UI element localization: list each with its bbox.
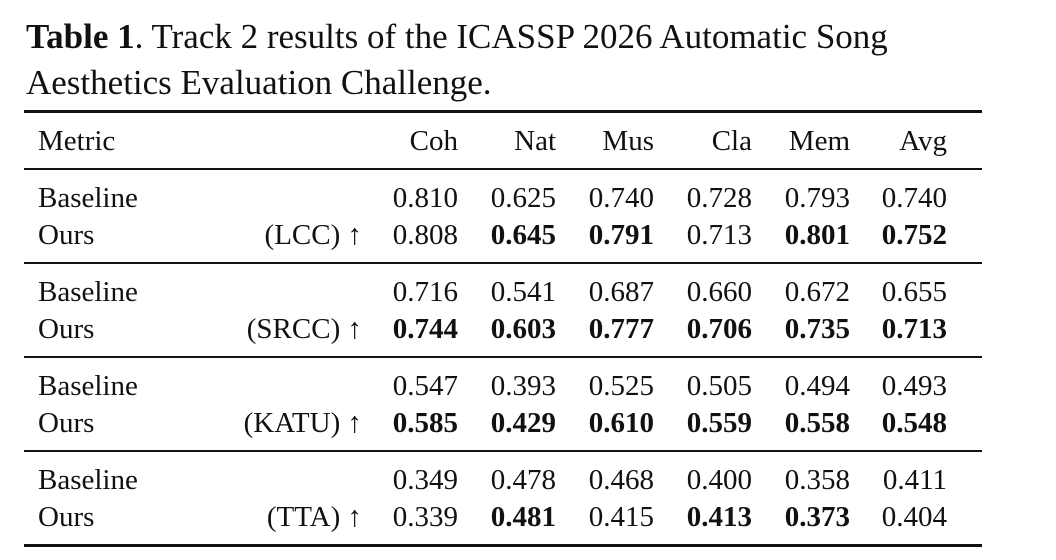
table-cell: 0.478 — [490, 464, 556, 496]
table-cell: 0.740 — [881, 182, 947, 214]
table-cell: 0.411 — [882, 464, 947, 496]
table-cell: 0.645 — [490, 219, 556, 251]
row-label: Ours — [38, 219, 95, 251]
metric-label: (SRCC) ↑ — [246, 313, 362, 345]
header-col-cla: Cla — [711, 125, 752, 157]
table-cell: 0.481 — [490, 501, 556, 533]
table-cell: 0.339 — [392, 501, 458, 533]
header-rule — [24, 168, 982, 170]
table-cell: 0.373 — [784, 501, 850, 533]
table-cell: 0.415 — [588, 501, 654, 533]
table-cell: 0.349 — [392, 464, 458, 496]
row-label: Baseline — [38, 464, 138, 496]
table-cell: 0.625 — [490, 182, 556, 214]
table-cell: 0.687 — [588, 276, 654, 308]
header-col-avg: Avg — [899, 125, 947, 157]
table-cell: 0.547 — [392, 370, 458, 402]
table-cell: 0.610 — [588, 407, 654, 439]
table-cell: 0.672 — [784, 276, 850, 308]
table-cell: 0.525 — [588, 370, 654, 402]
table-cell: 0.808 — [392, 219, 458, 251]
table-cell: 0.404 — [881, 501, 947, 533]
table-cell: 0.728 — [686, 182, 752, 214]
header-col-coh: Coh — [409, 125, 458, 157]
table-cell: 0.740 — [588, 182, 654, 214]
table-cell: 0.413 — [686, 501, 752, 533]
row-label: Ours — [38, 407, 95, 439]
table-cell: 0.791 — [588, 219, 654, 251]
row-label: Baseline — [38, 370, 138, 402]
table-cell: 0.744 — [392, 313, 458, 345]
table-cell: 0.541 — [490, 276, 556, 308]
table-cell: 0.358 — [784, 464, 850, 496]
table-cell: 0.793 — [784, 182, 850, 214]
metric-label: (KATU) ↑ — [243, 407, 362, 439]
table-cell: 0.558 — [784, 407, 850, 439]
header-metric: Metric — [38, 125, 116, 157]
table-cell: 0.752 — [881, 219, 947, 251]
table-cell: 0.493 — [881, 370, 947, 402]
bottom-rule — [24, 544, 982, 547]
table-cell: 0.603 — [490, 313, 556, 345]
table-caption: Table 1. Track 2 results of the ICASSP 2… — [26, 14, 1026, 106]
table-cell: 0.735 — [784, 313, 850, 345]
header-col-mem: Mem — [788, 125, 850, 157]
row-label: Baseline — [38, 276, 138, 308]
table-cell: 0.713 — [881, 313, 947, 345]
header-col-mus: Mus — [602, 125, 654, 157]
metric-label: (TTA) ↑ — [266, 501, 362, 533]
table-cell: 0.393 — [490, 370, 556, 402]
header-col-nat: Nat — [514, 125, 556, 157]
table-cell: 0.548 — [881, 407, 947, 439]
caption-text: . Track 2 results of the ICASSP 2026 Aut… — [26, 17, 888, 102]
table-cell: 0.660 — [686, 276, 752, 308]
metric-label: (LCC) ↑ — [264, 219, 362, 251]
table-cell: 0.716 — [392, 276, 458, 308]
group-rule — [24, 356, 982, 358]
group-rule — [24, 262, 982, 264]
table-cell: 0.713 — [686, 219, 752, 251]
row-label: Ours — [38, 501, 95, 533]
table-cell: 0.468 — [588, 464, 654, 496]
caption-label: Table 1 — [26, 17, 135, 56]
table-cell: 0.801 — [784, 219, 850, 251]
table-cell: 0.400 — [686, 464, 752, 496]
group-rule — [24, 450, 982, 452]
row-label: Ours — [38, 313, 95, 345]
table-cell: 0.559 — [686, 407, 752, 439]
table-cell: 0.810 — [392, 182, 458, 214]
row-label: Baseline — [38, 182, 138, 214]
table-cell: 0.505 — [686, 370, 752, 402]
table-cell: 0.655 — [881, 276, 947, 308]
table-cell: 0.706 — [686, 313, 752, 345]
table-cell: 0.494 — [784, 370, 850, 402]
top-rule — [24, 110, 982, 113]
table-cell: 0.429 — [490, 407, 556, 439]
table-cell: 0.585 — [392, 407, 458, 439]
table-cell: 0.777 — [588, 313, 654, 345]
